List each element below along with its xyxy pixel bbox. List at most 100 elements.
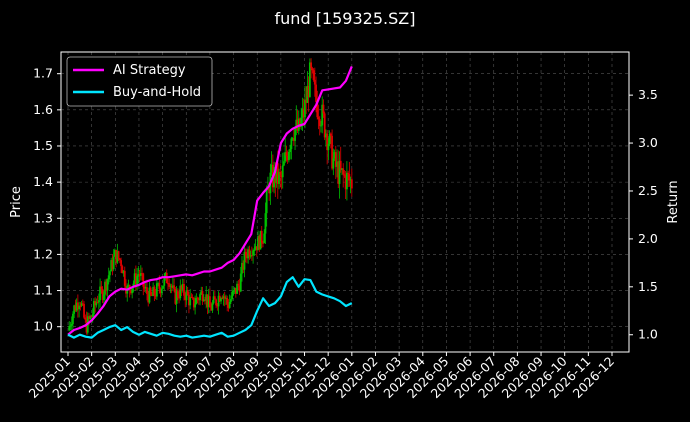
price-candle: [345, 172, 348, 190]
price-candle: [263, 233, 266, 244]
price-candle: [290, 138, 293, 150]
price-candle: [328, 133, 331, 144]
price-candle: [88, 316, 90, 319]
price-candle: [336, 161, 338, 167]
price-candle: [101, 288, 104, 300]
price-candle: [153, 286, 156, 296]
plot-area-frame: [60, 51, 630, 353]
price-candle: [152, 286, 155, 296]
price-candle: [109, 271, 111, 276]
price-candle: [311, 68, 314, 71]
y-tick-label: 1.3: [33, 210, 53, 225]
y2-tick-label: 3.0: [638, 135, 658, 150]
price-candle: [168, 283, 171, 287]
price-candle: [333, 152, 336, 159]
price-candle: [148, 287, 151, 303]
price-candle: [188, 294, 190, 306]
price-candle: [151, 294, 153, 296]
price-candle: [176, 291, 179, 298]
price-candle: [136, 275, 139, 285]
price-candle: [264, 213, 267, 234]
price-candle: [284, 152, 287, 162]
price-candle: [80, 303, 83, 306]
price-candle: [73, 305, 76, 314]
price-candle: [302, 108, 305, 118]
price-candle: [106, 279, 109, 291]
price-candle: [275, 163, 278, 183]
price-candle: [225, 297, 227, 299]
price-candle: [95, 302, 98, 306]
series-line-buy-and-hold: [67, 276, 353, 339]
price-candle: [283, 161, 285, 166]
price-candle: [329, 133, 332, 136]
price-candle: [115, 249, 118, 263]
y-tick-label: 1.2: [33, 246, 53, 261]
price-candle: [170, 285, 173, 288]
price-candle: [110, 260, 113, 272]
price-candle: [254, 246, 257, 250]
price-candle: [111, 260, 114, 270]
price-candle: [337, 161, 340, 184]
price-candle: [294, 129, 296, 141]
price-candle: [306, 85, 309, 103]
price-candle: [164, 272, 167, 278]
price-candle: [107, 275, 110, 280]
price-candle: [217, 295, 220, 307]
price-candle: [179, 285, 182, 299]
price-candle: [112, 256, 115, 270]
price-candle: [196, 297, 199, 300]
price-candle: [79, 305, 82, 307]
price-candle: [229, 299, 232, 303]
price-candle: [295, 119, 298, 130]
price-candle: [243, 251, 246, 270]
price-candle: [249, 255, 252, 257]
price-candle: [137, 274, 140, 276]
price-candle: [210, 307, 213, 311]
price-candle: [201, 291, 204, 302]
price-candle: [260, 230, 263, 243]
price-candle: [341, 168, 343, 170]
price-candle: [291, 138, 294, 140]
price-candle: [84, 317, 87, 320]
price-candle: [233, 287, 236, 291]
price-candle: [316, 101, 319, 118]
price-candle: [347, 172, 350, 175]
price-candle: [238, 285, 241, 292]
legend-label-buy-and-hold: Buy-and-Hold: [113, 85, 201, 100]
price-candle: [100, 286, 103, 289]
price-candle: [204, 299, 206, 301]
y2-tick-label: 3.5: [638, 87, 658, 102]
price-candle: [155, 283, 158, 297]
price-candle: [307, 85, 310, 97]
price-candle: [325, 133, 327, 138]
price-candle: [116, 251, 119, 263]
price-candle: [68, 325, 71, 331]
price-candle: [338, 160, 341, 184]
price-candle: [350, 179, 353, 189]
legend-label-ai-strategy: AI Strategy: [113, 63, 186, 78]
price-candle: [147, 294, 150, 303]
y2-axis-title: Return: [666, 180, 681, 223]
price-candle: [227, 304, 230, 308]
price-candle: [326, 133, 329, 151]
price-candle: [310, 62, 313, 69]
price-candle: [162, 285, 164, 289]
y2-tick-label: 1.5: [638, 279, 658, 294]
price-candle: [308, 62, 311, 97]
price-candle: [180, 285, 183, 290]
price-candle: [218, 295, 221, 302]
price-candle: [167, 283, 169, 285]
price-candle: [70, 324, 73, 326]
price-candle: [99, 286, 101, 301]
price-candle: [312, 70, 315, 80]
price-candle: [142, 273, 145, 287]
price-candle: [206, 294, 209, 307]
price-candle: [122, 270, 125, 274]
price-candle: [232, 290, 235, 292]
price-candle: [327, 143, 330, 151]
price-candle: [317, 117, 320, 120]
price-candle: [313, 79, 316, 85]
price-candle: [184, 295, 187, 301]
price-candle: [315, 84, 317, 102]
